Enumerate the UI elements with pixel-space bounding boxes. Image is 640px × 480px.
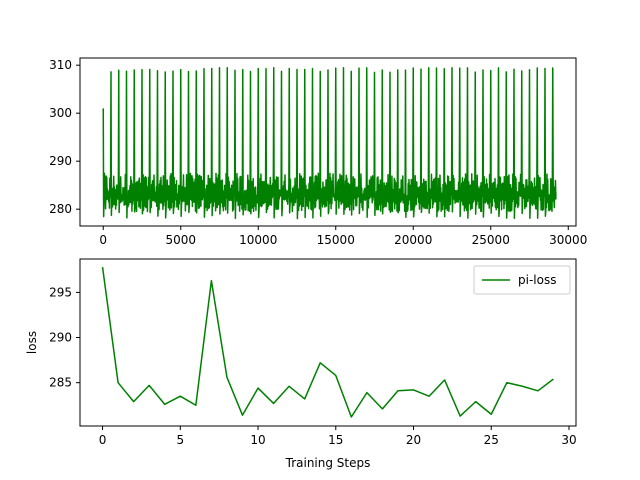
legend: pi-loss <box>473 265 571 295</box>
bottom-y-tick-label: 285 <box>49 376 72 390</box>
legend-box <box>473 265 571 295</box>
legend-label-pi-loss: pi-loss <box>518 273 556 287</box>
top-y-tick-label: 280 <box>49 202 72 216</box>
top-series-line-group <box>102 66 557 220</box>
bottom-y-ticks: 285 290 295 <box>49 285 80 390</box>
bottom-x-axis-title: Training Steps <box>285 456 371 470</box>
bottom-x-tick-label: 5 <box>176 433 184 447</box>
bottom-y-tick-label: 295 <box>49 285 72 299</box>
bottom-y-tick-label: 290 <box>49 331 72 345</box>
bottom-axes-frame <box>79 258 577 427</box>
top-subplot: 0 5000 10000 15000 20000 25000 30000 280 290 300… <box>49 57 587 247</box>
bottom-x-ticks: 0 5 10 15 20 25 30 <box>99 426 577 447</box>
top-x-tick-label: 30000 <box>549 233 587 247</box>
bottom-x-tick-label: 15 <box>328 433 343 447</box>
top-x-tick-label: 20000 <box>394 233 432 247</box>
bottom-subplot: 0 5 10 15 20 25 30 285 290 295 Training Steps lo… <box>25 258 577 470</box>
pi-loss-line <box>101 267 554 418</box>
top-y-tick-label: 310 <box>49 58 72 72</box>
bottom-x-tick-label: 20 <box>406 433 421 447</box>
top-y-ticks: 280 290 300 310 <box>49 58 80 216</box>
top-x-ticks: 0 5000 10000 15000 20000 25000 30000 <box>99 226 587 247</box>
bottom-y-axis-title: loss <box>25 331 39 354</box>
top-series-line <box>102 66 557 220</box>
bottom-x-tick-label: 10 <box>250 433 265 447</box>
top-x-tick-label: 10000 <box>239 233 277 247</box>
bottom-x-tick-label: 30 <box>561 433 576 447</box>
top-x-tick-label: 15000 <box>317 233 355 247</box>
bottom-series-line-group <box>101 267 554 418</box>
bottom-x-tick-label: 0 <box>99 433 107 447</box>
top-x-tick-label: 5000 <box>165 233 196 247</box>
top-axes-frame <box>79 57 577 227</box>
bottom-x-tick-label: 25 <box>484 433 499 447</box>
top-x-tick-label: 0 <box>99 233 107 247</box>
top-y-tick-label: 300 <box>49 106 72 120</box>
top-x-tick-label: 25000 <box>472 233 510 247</box>
top-y-tick-label: 290 <box>49 154 72 168</box>
